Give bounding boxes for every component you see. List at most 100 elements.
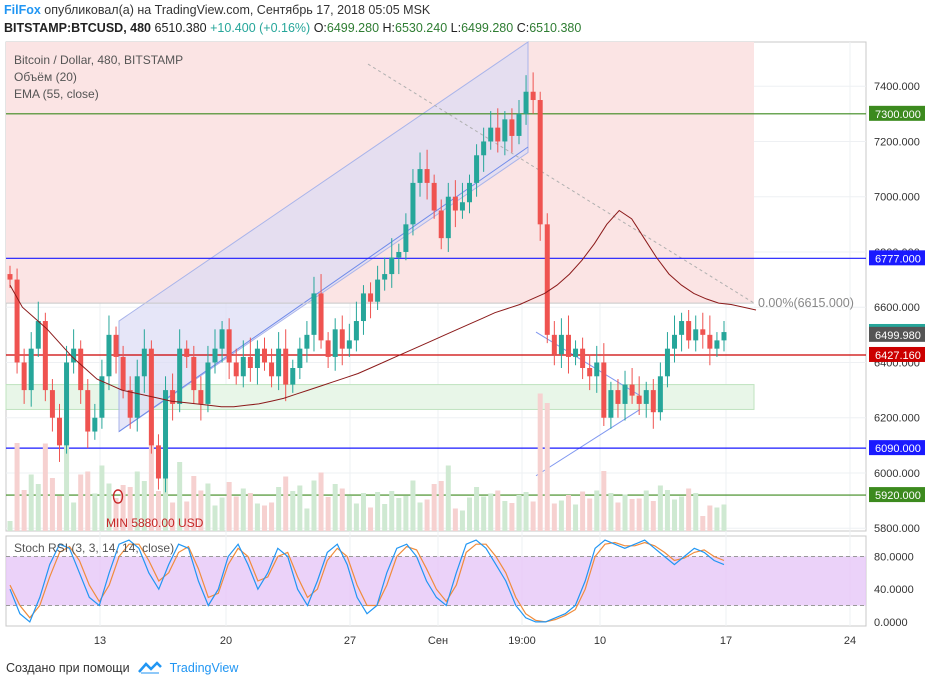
channel-midline	[118, 146, 529, 432]
low-value: 6499.280	[461, 21, 514, 35]
candle-body	[573, 348, 579, 357]
volume-bar	[721, 504, 727, 531]
close-label: C:	[516, 21, 530, 35]
volume-bar	[134, 471, 140, 531]
volume-bar	[360, 493, 366, 531]
volume-bar	[601, 471, 607, 531]
min-marker-icon	[112, 489, 124, 504]
candle-body	[530, 91, 536, 101]
volume-bar	[14, 443, 20, 531]
volume-bar	[368, 507, 374, 531]
high-value: 6530.240	[395, 21, 448, 35]
volume-bar	[509, 503, 515, 531]
candle-body	[346, 340, 352, 349]
volume-bar	[573, 504, 579, 531]
price-tick-label: 6600.000	[874, 302, 920, 314]
price-tick-label: 7000.000	[874, 192, 920, 204]
volume-bar	[467, 497, 473, 531]
volume-bar	[657, 485, 663, 531]
volume-bar	[516, 495, 522, 531]
volume-bar	[664, 490, 670, 531]
time-tick-label: 10	[594, 635, 606, 647]
candle-body	[212, 348, 218, 363]
stoch-legend: Stoch RSI (3, 3, 14, 14, close)	[14, 541, 175, 555]
volume-bar	[184, 501, 190, 531]
volume-bar	[318, 472, 324, 531]
volume-bar	[42, 443, 48, 531]
candle-body	[664, 348, 670, 377]
candle-body	[120, 356, 126, 391]
candle-body	[226, 329, 232, 363]
dotted-trendline	[367, 63, 755, 304]
candle-body	[615, 390, 621, 404]
volume-bar	[311, 480, 317, 531]
volume-bar	[191, 476, 197, 531]
candle-body	[240, 356, 246, 377]
publish-header: FilFox опубликовал(а) на TradingView.com…	[4, 3, 430, 17]
candle-body	[396, 251, 402, 258]
volume-bar	[502, 501, 508, 531]
volume-bar	[438, 481, 444, 531]
price-change: +10.400 (+0.16%)	[210, 21, 311, 35]
candle-body	[325, 340, 331, 357]
volume-bar	[339, 488, 345, 531]
candle-body	[629, 384, 635, 396]
candle-body	[672, 334, 678, 349]
volume-bar	[127, 487, 133, 531]
candle-body	[49, 390, 55, 418]
candle-body	[459, 202, 465, 211]
volume-bar	[35, 484, 41, 531]
time-tick-label: 19:00	[508, 635, 536, 647]
time-tick-label: 13	[94, 635, 106, 647]
candle-body	[481, 141, 487, 156]
tradingview-logo-icon[interactable]	[137, 660, 162, 677]
tradingview-link[interactable]: TradingView	[169, 660, 239, 675]
volume-bar	[672, 499, 678, 531]
candle-body	[587, 368, 593, 377]
ohlc-header: BITSTAMP:BTCUSD, 480 6510.380 +10.400 (+…	[4, 21, 581, 35]
volume-bar	[650, 501, 656, 531]
candle-body	[375, 279, 381, 302]
volume-bar	[92, 493, 98, 531]
volume-bar	[332, 484, 338, 531]
stoch-tick-label: 0.0000	[874, 617, 908, 629]
volume-bar	[78, 474, 84, 531]
volume-bar	[636, 498, 642, 531]
candle-body	[78, 348, 84, 391]
candle-body	[233, 362, 239, 377]
volume-bar	[707, 505, 713, 531]
stoch-band	[6, 556, 866, 606]
price-tick-label: 7400.000	[874, 81, 920, 93]
time-tick-label: Сен	[428, 635, 448, 647]
price-label-box	[869, 105, 925, 121]
candle-body	[693, 329, 699, 341]
candle-body	[537, 100, 543, 225]
volume-bar	[106, 483, 112, 531]
candle-body	[686, 321, 692, 341]
candle-body	[205, 362, 211, 404]
volume-bar	[177, 462, 183, 531]
volume-bar	[686, 488, 692, 531]
candle-body	[332, 329, 338, 357]
candle-body	[311, 293, 317, 335]
time-tick-label: 17	[720, 635, 732, 647]
volume-bar	[240, 488, 246, 531]
candle-body	[184, 348, 190, 357]
volume-bar	[714, 507, 720, 531]
author-name[interactable]: FilFox	[4, 3, 41, 17]
candle-body	[516, 113, 522, 136]
price-tick-label: 7200.000	[874, 136, 920, 148]
price-tick-label: 6000.000	[874, 468, 920, 480]
stoch-tick-label: 40.0000	[874, 584, 914, 596]
candle-body	[141, 348, 147, 377]
price-label-box	[869, 346, 925, 362]
volume-bar	[537, 393, 543, 531]
candle-body	[64, 362, 70, 446]
candle-body	[191, 356, 197, 391]
open-label: O:	[313, 21, 327, 35]
price-label: 6427.160	[875, 350, 921, 362]
price-label: 5920.000	[875, 490, 921, 502]
last-price: 6510.380	[154, 21, 207, 35]
volume-bar	[481, 496, 487, 531]
